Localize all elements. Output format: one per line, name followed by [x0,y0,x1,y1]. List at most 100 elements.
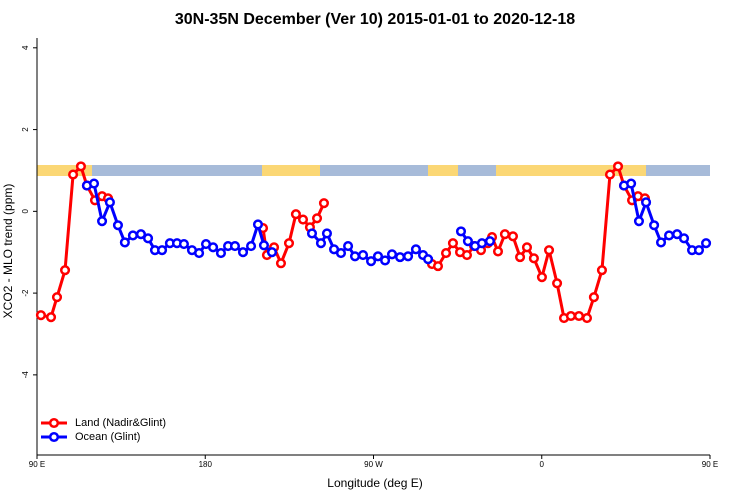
data-point [701,238,712,249]
data-point [604,169,616,180]
legend-marker [48,431,60,443]
data-point [275,258,287,269]
land-ocean-strip [37,165,710,176]
data-point [641,197,652,208]
data-point [68,169,79,180]
data-point [335,247,347,259]
data-point [476,238,487,249]
legend-label: Ocean (Glint) [75,431,140,443]
data-point [655,237,667,248]
data-point [626,178,637,189]
data-point [59,265,71,276]
data-point [237,247,249,258]
data-point [215,247,227,259]
data-point [612,161,624,172]
data-point [521,242,533,253]
data-point [664,230,675,241]
data-point [51,292,63,303]
data-point [565,310,576,322]
data-point [321,228,333,239]
data-point [432,261,444,272]
data-point [194,247,205,259]
data-point [693,245,705,256]
data-point [633,216,645,227]
data-point [290,209,301,220]
data-point [142,233,154,244]
data-point [349,251,361,262]
data-point [403,251,414,262]
x-tick-label: 90 E [702,460,718,469]
y-tick-label: -4 [21,371,30,379]
data-point [357,250,369,261]
data-point [410,244,421,255]
data-point [588,292,599,303]
data-point [119,237,130,248]
data-point [112,220,123,231]
data-point [104,197,115,208]
series-line [40,163,646,320]
data-point [45,312,57,323]
data-point [447,238,459,249]
data-point [97,216,108,227]
data-point [528,253,539,264]
data-point [484,236,496,247]
y-tick-label: -2 [21,289,30,297]
data-point [649,220,660,231]
legend-marker [48,417,60,429]
data-point [678,233,690,244]
data-point [35,310,46,321]
x-tick-label: 0 [540,460,545,469]
data-point [127,230,138,241]
chart-title: 30N-35N December (Ver 10) 2015-01-01 to … [175,11,575,28]
data-point [318,198,330,209]
data-point [581,312,593,324]
data-point [394,252,406,263]
y-tick-label: 0 [21,209,30,214]
data-point [552,278,563,289]
data-point [75,161,86,172]
data-point [499,229,510,240]
data-point [252,219,264,230]
data-point [315,238,327,249]
data-point [135,229,146,240]
data-point [208,242,219,253]
x-tick-label: 180 [199,460,213,469]
data-point [440,247,452,259]
data-point [573,310,585,322]
data-point [311,213,323,224]
data-point [372,251,384,262]
data-point [380,255,391,266]
series-line [86,181,708,264]
data-point [157,245,168,256]
data-point [492,246,504,257]
data-point [461,250,473,261]
data-point [366,256,377,267]
x-tick-label: 90 E [29,460,45,469]
x-axis-label: Longitude (deg E) [327,476,422,490]
data-point [88,178,100,189]
data-point [266,247,278,258]
x-tick-label: 90 W [364,460,383,469]
y-axis-label: XCO2 - MLO trend (ppm) [1,184,15,319]
data-point [229,241,241,252]
y-tick-label: 4 [21,45,30,50]
data-point [423,254,434,265]
data-point [343,241,354,252]
data-point [462,236,473,247]
data-point [536,272,547,283]
legend-label: Land (Nadir&Glint) [75,417,166,429]
data-point [386,249,398,260]
data-point [246,241,257,252]
data-point [507,231,519,242]
data-point [596,265,607,276]
data-point [515,252,526,263]
data-point [543,245,555,256]
y-tick-label: 2 [21,127,30,132]
data-point [672,229,683,240]
data-point [455,226,467,237]
data-point [297,214,309,225]
data-point [306,228,318,239]
data-point [258,240,270,251]
data-point [283,238,295,249]
